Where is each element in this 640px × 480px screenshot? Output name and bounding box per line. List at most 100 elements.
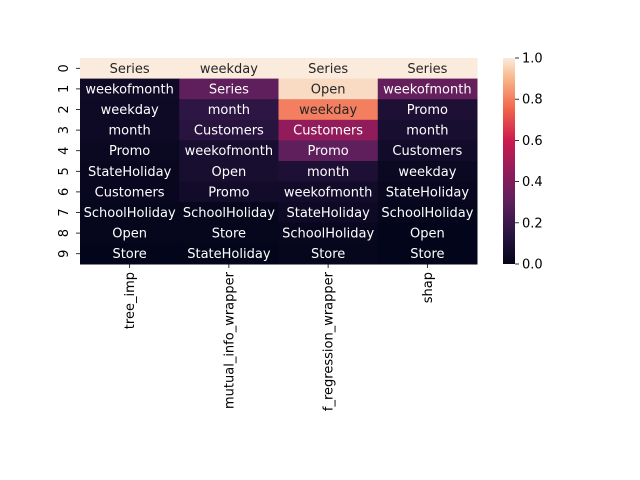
heatmap-cell bbox=[179, 58, 279, 80]
x-tick-label: shap bbox=[421, 272, 436, 303]
y-tick-label: 1 bbox=[57, 85, 72, 93]
y-tick-label: 0 bbox=[57, 64, 72, 72]
colorbar-tick-label: 0.2 bbox=[522, 216, 543, 231]
colorbar-tick-label: 0.0 bbox=[522, 258, 543, 273]
cell-label: StateHoliday bbox=[88, 165, 172, 180]
heatmap-cell bbox=[80, 58, 180, 80]
colorbar-tick-label: 0.6 bbox=[522, 134, 543, 149]
colorbar-ticks: 0.0 0.2 0.4 0.6 0.8 1.0 bbox=[515, 52, 543, 273]
y-tick-label: 7 bbox=[57, 208, 72, 216]
cell-label: Customers bbox=[392, 144, 462, 159]
heatmap-cell bbox=[377, 202, 478, 224]
cell-label: month bbox=[307, 165, 349, 180]
cell-label: weekday bbox=[299, 103, 357, 118]
y-tick-label: 4 bbox=[57, 147, 72, 155]
heatmap-cell bbox=[80, 222, 180, 244]
heatmap-cell bbox=[377, 222, 478, 244]
y-tick-label: 3 bbox=[57, 126, 72, 134]
cell-label: Promo bbox=[407, 103, 448, 118]
cell-label: Customers bbox=[194, 124, 264, 139]
heatmap-cell bbox=[278, 202, 379, 224]
heatmap-cell bbox=[278, 140, 379, 162]
cell-label: Open bbox=[410, 227, 445, 242]
cell-label: Customers bbox=[293, 124, 363, 139]
cell-label: Series bbox=[407, 62, 447, 77]
heatmap-cell bbox=[179, 243, 279, 265]
heatmap-cell bbox=[80, 181, 180, 203]
cell-label: StateHoliday bbox=[386, 185, 470, 200]
cell-label: Store bbox=[410, 247, 444, 262]
colorbar-tick-label: 0.8 bbox=[522, 93, 543, 108]
cell-label: SchoolHoliday bbox=[282, 227, 374, 242]
heatmap-cell bbox=[179, 202, 279, 224]
y-tick-label: 5 bbox=[57, 167, 72, 175]
heatmap-cell bbox=[179, 99, 279, 121]
cell-label: StateHoliday bbox=[286, 206, 370, 221]
cell-label: Series bbox=[308, 62, 348, 77]
cell-label: weekday bbox=[200, 62, 258, 77]
cell-label: month bbox=[208, 103, 250, 118]
x-tick-label: mutual_info_wrapper bbox=[222, 271, 237, 409]
cell-label: weekofmonth bbox=[185, 144, 273, 159]
x-axis-ticks: tree_imp mutual_info_wrapper f_regression_… bbox=[123, 264, 436, 411]
heatmap-cell bbox=[377, 181, 478, 203]
heatmap-cell bbox=[80, 78, 180, 100]
y-tick-label: 6 bbox=[57, 188, 72, 196]
cell-label: Promo bbox=[308, 144, 349, 159]
cell-label: SchoolHoliday bbox=[84, 206, 176, 221]
cell-label: month bbox=[109, 124, 151, 139]
heatmap-cell bbox=[377, 119, 478, 141]
heatmap-cell bbox=[377, 99, 478, 121]
y-tick-label: 9 bbox=[57, 250, 72, 258]
heatmap-cell bbox=[179, 161, 279, 183]
x-tick-label: f_regression_wrapper bbox=[322, 271, 337, 411]
cell-label: SchoolHoliday bbox=[381, 206, 473, 221]
heatmap-cell bbox=[80, 140, 180, 162]
colorbar-tick-label: 0.4 bbox=[522, 175, 543, 190]
y-tick-label: 2 bbox=[57, 105, 72, 113]
heatmap-cell bbox=[278, 119, 379, 141]
heatmap-cell bbox=[179, 78, 279, 100]
cell-label: weekday bbox=[101, 103, 159, 118]
cell-label: weekofmonth bbox=[284, 185, 372, 200]
y-tick-label: 8 bbox=[57, 229, 72, 237]
colorbar bbox=[503, 58, 515, 264]
cell-label: StateHoliday bbox=[187, 247, 271, 262]
heatmap-cell bbox=[179, 181, 279, 203]
heatmap-cell bbox=[80, 243, 180, 265]
cell-label: weekday bbox=[398, 165, 456, 180]
cell-label: Open bbox=[311, 82, 346, 97]
cell-label: Promo bbox=[109, 144, 150, 159]
heatmap-cell bbox=[278, 78, 379, 100]
heatmap-cell bbox=[80, 119, 180, 141]
heatmap-cells: Series weekday Series Series weekofmonth Seri… bbox=[80, 58, 478, 265]
heatmap-cell bbox=[80, 202, 180, 224]
cell-label: Customers bbox=[95, 185, 165, 200]
colorbar-tick-label: 1.0 bbox=[522, 52, 543, 67]
heatmap-cell bbox=[278, 161, 379, 183]
heatmap-cell bbox=[179, 222, 279, 244]
cell-label: Series bbox=[209, 82, 249, 97]
cell-label: weekofmonth bbox=[85, 82, 173, 97]
heatmap-cell bbox=[278, 243, 379, 265]
heatmap-cell bbox=[80, 161, 180, 183]
heatmap-cell bbox=[278, 222, 379, 244]
cell-label: Open bbox=[112, 227, 147, 242]
y-axis-ticks: 0 1 2 3 4 5 6 7 8 9 bbox=[57, 64, 80, 258]
cell-label: Store bbox=[112, 247, 146, 262]
heatmap-cell bbox=[179, 140, 279, 162]
heatmap-cell bbox=[377, 140, 478, 162]
heatmap-cell bbox=[278, 58, 379, 80]
heatmap-cell bbox=[377, 243, 478, 265]
heatmap-cell bbox=[80, 99, 180, 121]
cell-label: month bbox=[406, 124, 448, 139]
heatmap-cell bbox=[377, 58, 478, 80]
cell-label: Promo bbox=[208, 185, 249, 200]
heatmap-cell bbox=[278, 181, 379, 203]
cell-label: weekofmonth bbox=[383, 82, 471, 97]
cell-label: SchoolHoliday bbox=[183, 206, 275, 221]
cell-label: Open bbox=[212, 165, 247, 180]
cell-label: Store bbox=[311, 247, 345, 262]
heatmap-cell bbox=[377, 161, 478, 183]
